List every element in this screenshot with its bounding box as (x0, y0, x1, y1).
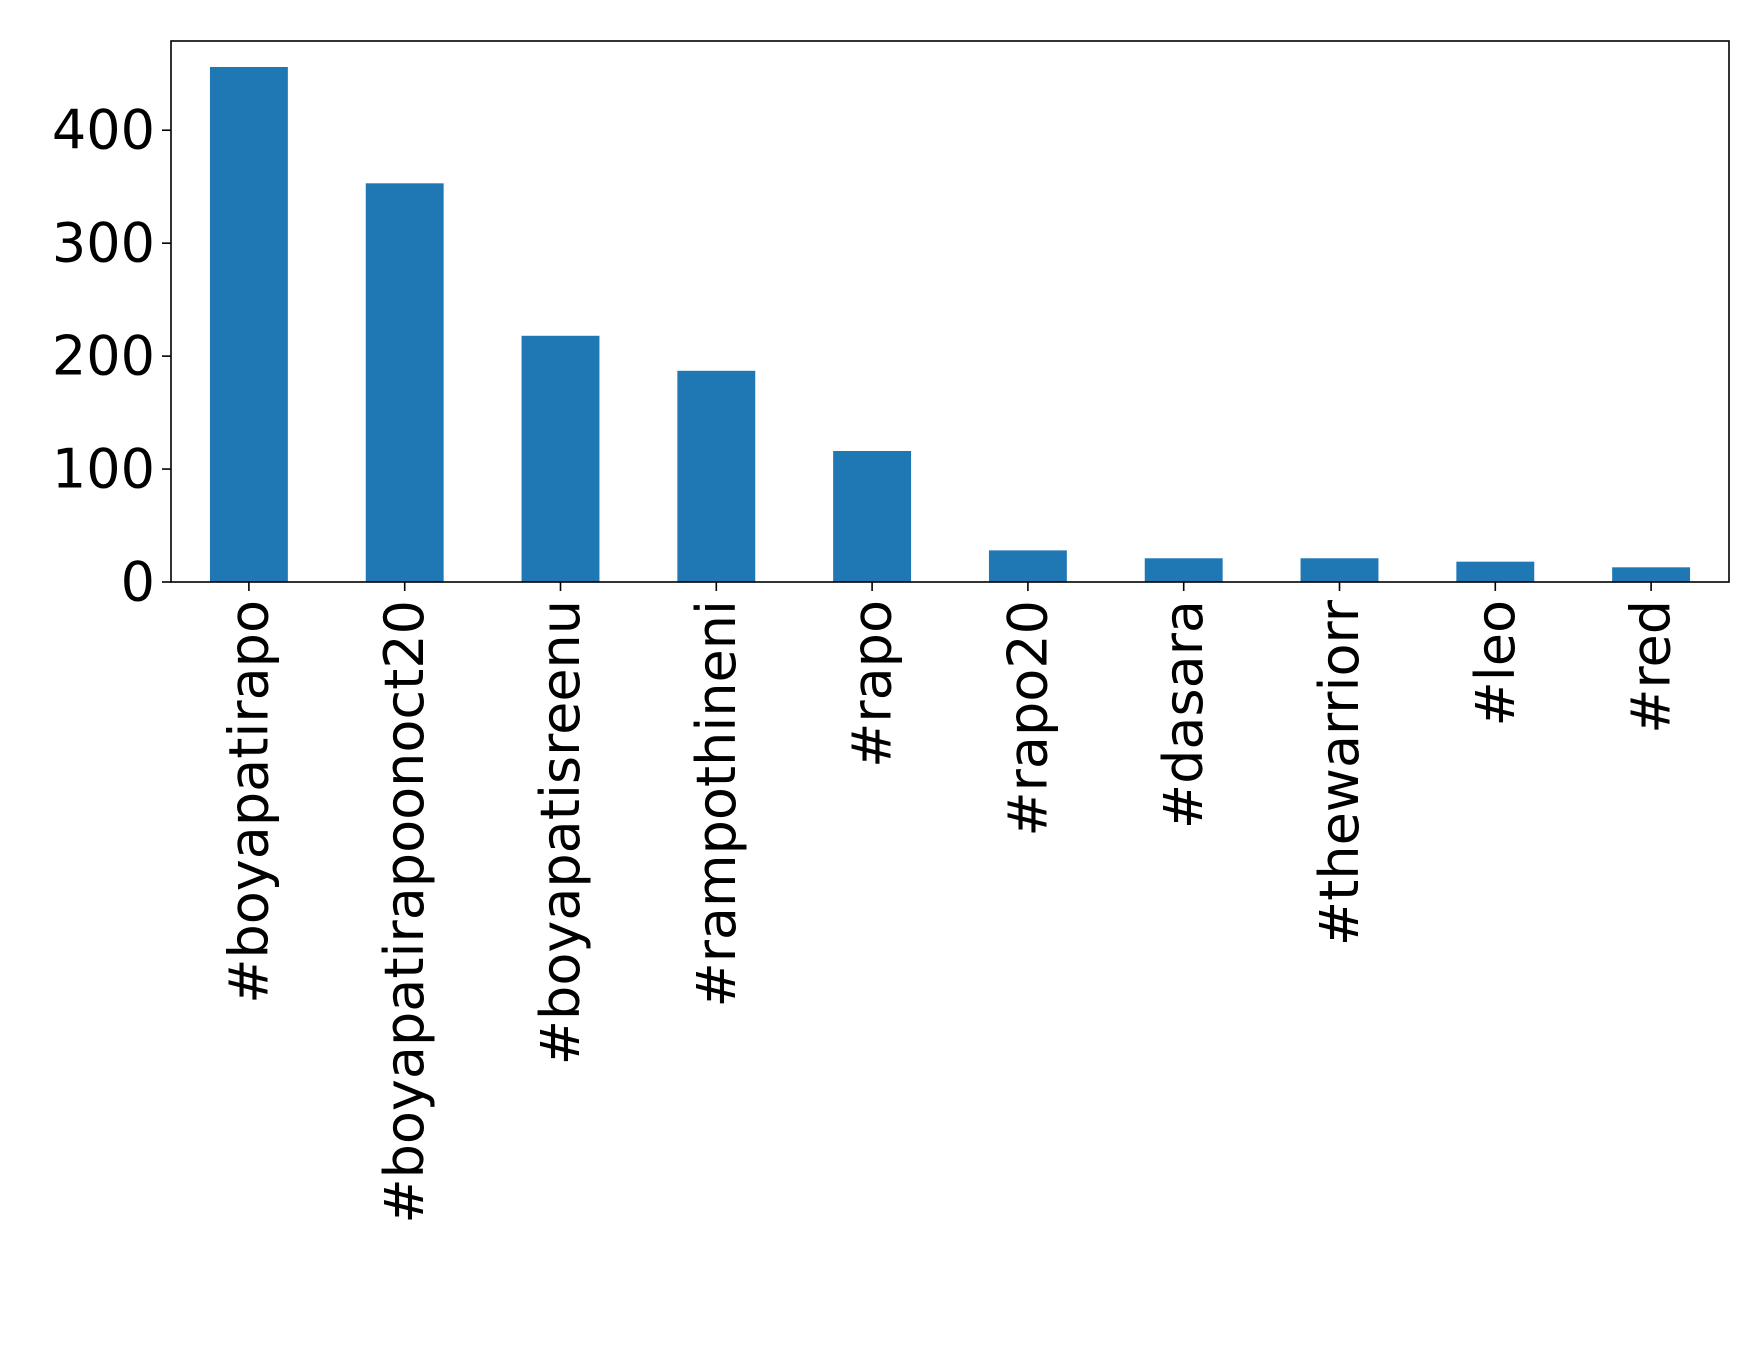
x-tick-label: #dasara (1152, 600, 1215, 829)
bar-rapo20 (988, 550, 1067, 582)
x-tick-label: #rapo (841, 600, 904, 768)
bar-rampothineni (677, 370, 756, 582)
bar-boyapatirapoonoct20 (365, 183, 444, 583)
bar-dasara (1144, 558, 1223, 582)
y-tick-label: 0 (121, 551, 155, 614)
x-tick-label: #boyapatirapoonoct20 (373, 600, 436, 1224)
y-tick-label: 100 (52, 438, 155, 501)
bar-boyapatisreenu (521, 335, 600, 582)
x-tick-label: #rapo20 (996, 600, 1059, 837)
bar-rapo (833, 450, 912, 582)
x-axis: #boyapatirapo #boyapatirapoonoct20 #boyapa… (217, 582, 1683, 1224)
bar-red (1612, 567, 1691, 582)
x-tick-label: #red (1620, 600, 1683, 734)
x-tick-label: #boyapatisreenu (529, 600, 592, 1065)
x-tick-label: #boyapatirapo (217, 600, 280, 1004)
x-tick-label: #rampothineni (685, 600, 748, 1008)
y-axis: 0 100 200 300 400 (52, 99, 171, 614)
x-tick-label: #leo (1464, 600, 1527, 727)
bar-thewarriorr (1300, 558, 1379, 582)
y-tick-label: 200 (52, 325, 155, 388)
bar-boyapatirapo (209, 66, 288, 582)
bars-group (209, 66, 1691, 583)
y-tick-label: 300 (52, 212, 155, 275)
plot-frame (170, 40, 1730, 583)
y-tick-label: 400 (52, 99, 155, 162)
bar-leo (1456, 561, 1535, 582)
x-tick-label: #thewarriorr (1308, 599, 1371, 946)
